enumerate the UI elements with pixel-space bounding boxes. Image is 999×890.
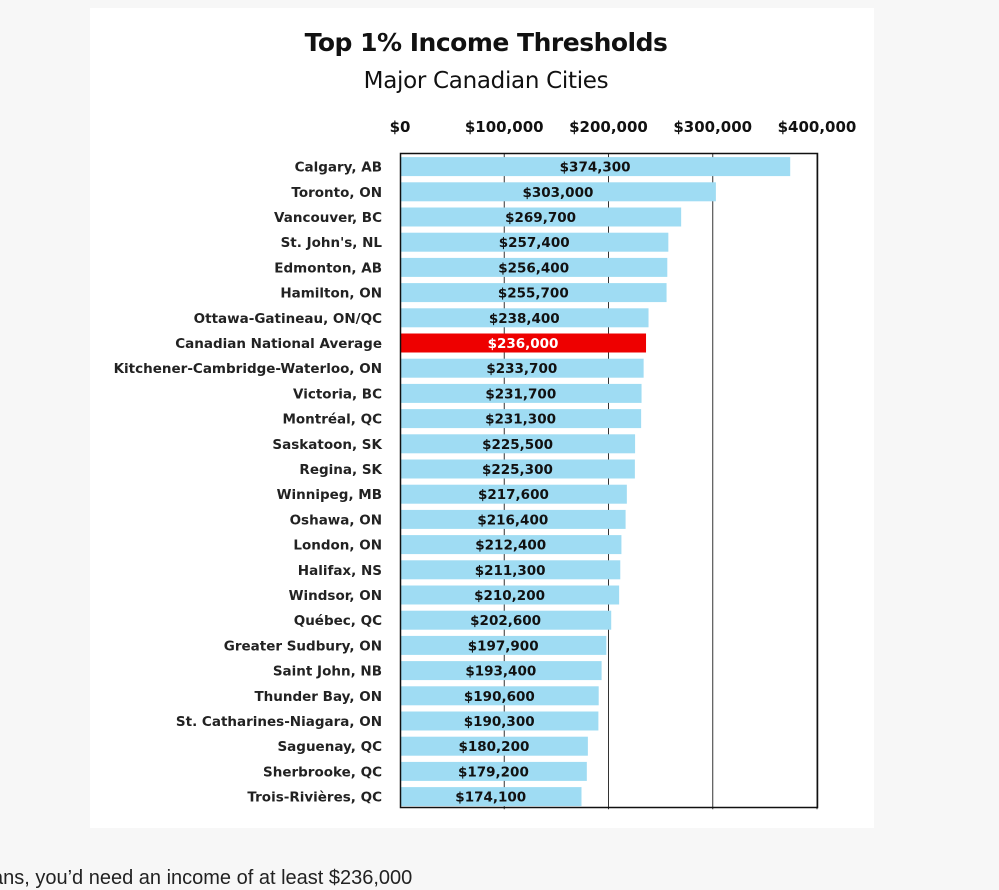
data-label: $210,200 [474,588,545,604]
category-label: Oshawa, ON [290,512,382,528]
bar [401,257,668,277]
category-label: Toronto, ON [291,185,382,201]
bar [401,686,599,706]
data-label: $190,300 [464,714,535,730]
category-label: Winnipeg, MB [277,487,382,503]
bar-highlight [401,333,647,353]
bar [401,736,588,756]
bar [401,182,716,202]
category-label: Saguenay, QC [277,739,382,755]
category-label: Montréal, QC [282,412,382,428]
plot-frame [399,152,819,809]
bar [401,635,607,655]
chart-title: Top 1% Income Thresholds [305,28,668,57]
category-label: London, ON [293,538,382,554]
data-label: $212,400 [475,538,546,554]
category-label: Regina, SK [299,462,382,478]
data-labels: $374,300 $303,000 $269,700 $257,400 $256,400… [455,160,630,806]
bar [401,610,612,630]
bar [401,787,582,807]
category-labels: Calgary, AB Toronto, ON Vancouver, BC St. J… [114,160,383,806]
data-label: $225,300 [482,462,553,478]
bar [401,560,621,580]
data-label: $231,300 [485,412,556,428]
caption-text: ans, you’d need an income of at least $2… [0,867,413,889]
data-label: $269,700 [505,210,576,226]
category-label: Windsor, ON [289,588,382,604]
x-tick-label: $300,000 [673,118,752,136]
x-tick-label: $400,000 [778,118,857,136]
data-label: $225,500 [482,437,553,453]
data-label: $374,300 [560,160,631,176]
bar [401,661,602,681]
bar [401,535,622,555]
bar [401,308,649,328]
bar [401,283,667,303]
bar [401,434,636,454]
bars [401,157,791,807]
category-label: Sherbrooke, QC [263,764,382,780]
category-label: Saskatoon, SK [272,437,382,453]
bar [401,585,620,605]
bar [401,157,791,177]
category-label: Edmonton, AB [274,260,382,276]
data-label: $202,600 [470,613,541,629]
data-label: $216,400 [477,512,548,528]
category-label: Thunder Bay, ON [254,689,382,705]
category-label: Québec, QC [294,613,382,629]
category-label: Saint John, NB [273,664,382,680]
data-label: $180,200 [458,739,529,755]
data-label: $179,200 [458,764,529,780]
bar [401,358,644,378]
bar [401,509,626,529]
data-label: $231,700 [485,386,556,402]
category-label: Hamilton, ON [280,286,382,302]
data-label: $236,000 [488,336,559,352]
data-label: $174,100 [455,790,526,806]
x-tick-label: $100,000 [465,118,544,136]
data-label: $238,400 [489,311,560,327]
category-label: Kitchener-Cambridge-Waterloo, ON [114,361,382,377]
category-label: Trois-Rivières, QC [247,790,382,806]
data-label: $233,700 [486,361,557,377]
data-label: $256,400 [498,260,569,276]
category-label: Calgary, AB [295,160,382,176]
category-label: Ottawa-Gatineau, ON/QC [194,311,382,327]
data-label: $257,400 [499,235,570,251]
bar [401,383,642,403]
chart-subtitle: Major Canadian Cities [364,68,609,94]
chart-card: Top 1% Income Thresholds Major Canadian … [90,8,874,828]
category-label: Greater Sudbury, ON [224,638,382,654]
bar [401,207,682,227]
bar [401,232,669,252]
data-label: $255,700 [498,286,569,302]
bar [401,484,627,504]
x-tick-label: $200,000 [569,118,648,136]
bar [401,459,635,479]
x-tick-label: $0 [390,118,411,136]
x-axis-tick-labels: $0 $100,000 $200,000 $300,000 $400,000 [390,118,857,136]
category-label: Halifax, NS [298,563,382,579]
data-label: $217,600 [478,487,549,503]
data-label: $193,400 [465,664,536,680]
data-label: $303,000 [522,185,593,201]
data-label: $197,900 [468,638,539,654]
category-label: Vancouver, BC [274,210,382,226]
data-label: $211,300 [475,563,546,579]
bar [401,761,587,781]
bar-chart: Top 1% Income Thresholds Major Canadian … [114,28,857,810]
category-label: St. Catharines-Niagara, ON [176,714,382,730]
bar [401,409,642,429]
data-label: $190,600 [464,689,535,705]
gridlines [503,154,818,810]
category-label: Canadian National Average [175,336,382,352]
bar [401,711,599,731]
category-label: Victoria, BC [293,386,382,402]
category-label: St. John's, NL [281,235,383,251]
